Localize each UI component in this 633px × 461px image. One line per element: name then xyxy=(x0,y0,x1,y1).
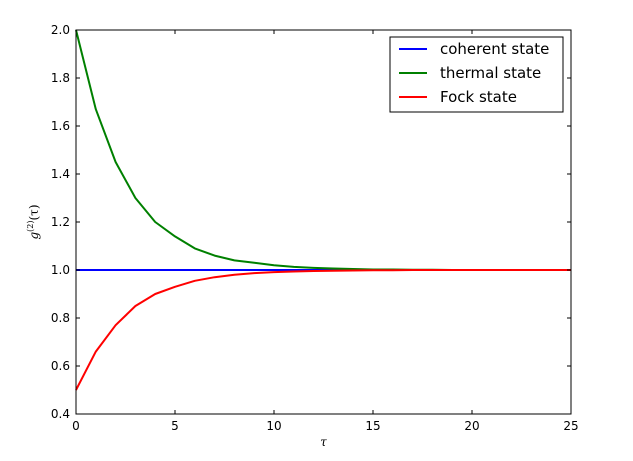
y-tick-label: 1.0 xyxy=(51,263,70,277)
x-tick-label: 5 xyxy=(171,419,179,433)
tick-layer: 0 5 10 15 20 25 0.4 0.6 0.8 1.0 1.2 1.4 1.6 1.8 2.0 xyxy=(51,23,579,433)
y-tick-label: 1.2 xyxy=(51,215,70,229)
y-tick-label: 1.8 xyxy=(51,71,70,85)
y-axis-label-main: g xyxy=(27,232,41,240)
series-line-2 xyxy=(75,269,571,391)
y-tick-label: 2.0 xyxy=(51,23,70,37)
series-layer xyxy=(75,29,571,391)
x-axis-label: τ xyxy=(320,435,327,449)
legend-label-0: coherent state xyxy=(440,40,549,58)
legend-label-2: Fock state xyxy=(440,88,517,106)
x-tick-label: 15 xyxy=(365,419,380,433)
x-tick-label: 25 xyxy=(563,419,578,433)
svg-text:g(2)(τ): g(2)(τ) xyxy=(26,204,41,239)
legend: coherent state thermal state Fock state xyxy=(389,36,564,113)
y-tick-label: 1.6 xyxy=(51,119,70,133)
x-tick-label: 20 xyxy=(464,419,479,433)
y-axis-label-sup: (2) xyxy=(26,220,35,231)
y-axis-label: g(2)(τ) xyxy=(26,204,41,239)
y-axis-label-arg: (τ) xyxy=(27,204,41,220)
x-tick-label: 0 xyxy=(72,419,80,433)
x-tick-label: 10 xyxy=(266,419,281,433)
y-tick-label: 0.8 xyxy=(51,311,70,325)
y-tick-label: 0.4 xyxy=(51,407,70,421)
y-tick-label: 0.6 xyxy=(51,359,70,373)
y-tick-label: 1.4 xyxy=(51,167,70,181)
legend-label-1: thermal state xyxy=(440,64,541,82)
